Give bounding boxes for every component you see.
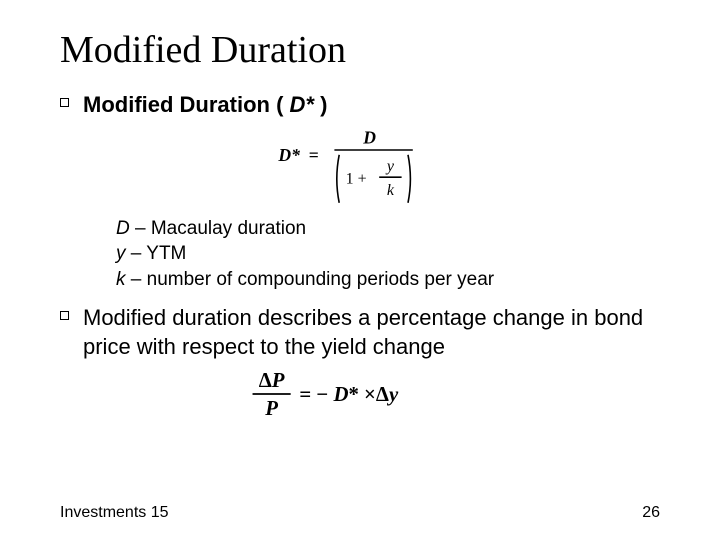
formula2-svg: ΔP P = − D* ×Δy bbox=[245, 368, 475, 420]
definitions: D – Macaulay duration y – YTM k – number… bbox=[116, 216, 660, 293]
bullet-text: Modified Duration ( D* ) bbox=[83, 90, 327, 120]
def-var: y bbox=[116, 243, 126, 264]
footer-page-number: 26 bbox=[642, 504, 660, 522]
bullet-suffix: ) bbox=[314, 92, 327, 117]
f2-num: ΔP bbox=[259, 369, 285, 392]
footer-left: Investments 15 bbox=[60, 504, 169, 522]
slide-footer: Investments 15 26 bbox=[60, 504, 660, 522]
def-var: k bbox=[116, 269, 126, 290]
slide: Modified Duration Modified Duration ( D*… bbox=[0, 0, 720, 540]
def-var: D bbox=[116, 218, 130, 239]
f1-lhs: D* bbox=[277, 145, 300, 165]
f2-den: P bbox=[264, 397, 278, 420]
f2-rhs: = − D* ×Δy bbox=[299, 383, 399, 406]
bullet-prefix: Modified Duration ( bbox=[83, 92, 290, 117]
def-desc: – number of compounding periods per year bbox=[126, 269, 495, 290]
f1-paren-left bbox=[337, 154, 339, 202]
formula1-svg: D* = D 1 + y k bbox=[270, 126, 450, 206]
bullet-item: Modified Duration ( D* ) bbox=[60, 90, 660, 120]
bullet-item: Modified duration describes a percentage… bbox=[60, 303, 660, 362]
bullet-marker-icon bbox=[60, 98, 69, 107]
f1-eq: = bbox=[309, 145, 319, 165]
f1-one-plus: 1 + bbox=[346, 170, 367, 187]
formula-modified-duration: D* = D 1 + y k bbox=[60, 126, 660, 206]
def-line: y – YTM bbox=[116, 241, 660, 267]
f1-numerator: D bbox=[362, 127, 376, 147]
slide-title: Modified Duration bbox=[60, 28, 660, 72]
f1-paren-right bbox=[408, 154, 410, 202]
bullet-marker-icon bbox=[60, 311, 69, 320]
bullet-var: D* bbox=[290, 92, 314, 117]
formula-price-change: ΔP P = − D* ×Δy bbox=[60, 368, 660, 420]
def-line: D – Macaulay duration bbox=[116, 216, 660, 242]
def-desc: – YTM bbox=[126, 243, 187, 264]
def-desc: – Macaulay duration bbox=[130, 218, 306, 239]
bullet-text: Modified duration describes a percentage… bbox=[83, 303, 660, 362]
def-line: k – number of compounding periods per ye… bbox=[116, 267, 660, 293]
f1-inner-num: y bbox=[385, 157, 395, 174]
f1-inner-den: k bbox=[387, 181, 395, 198]
